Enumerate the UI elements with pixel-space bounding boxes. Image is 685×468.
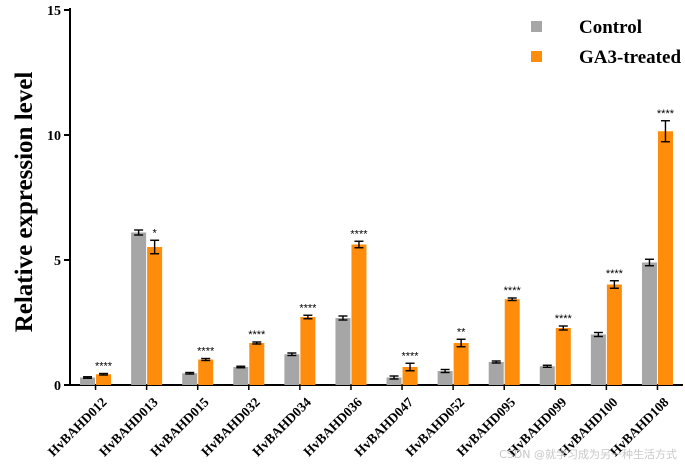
bar-ga3 (147, 247, 163, 385)
bar-ga3 (198, 359, 214, 385)
bar-control (233, 367, 249, 385)
bar-ga3 (504, 299, 520, 385)
bar-control (590, 334, 606, 385)
y-tick-label: 5 (54, 254, 61, 269)
legend-label: GA3-treated (579, 47, 681, 68)
significance-marker: **** (401, 350, 419, 362)
bar-ga3 (453, 343, 469, 385)
significance-marker: ** (457, 326, 466, 338)
bar-ga3 (402, 367, 418, 385)
bar-ga3 (249, 343, 265, 385)
significance-marker: **** (555, 313, 573, 325)
axes: 0 5 10 15 (47, 4, 683, 394)
bar-ga3 (300, 317, 316, 385)
y-tick-label: 10 (47, 129, 61, 144)
legend-swatch (531, 21, 542, 32)
bar-control (80, 377, 96, 385)
bar-control (284, 354, 300, 385)
significance-marker: **** (299, 302, 317, 314)
bar-control (131, 232, 147, 385)
bar-control (641, 262, 657, 385)
bar-control (386, 377, 402, 385)
bar-control (335, 318, 351, 385)
y-tick-label: 15 (47, 4, 61, 19)
bar-ga3 (351, 244, 367, 385)
significance-marker: **** (197, 346, 215, 358)
bar-control (437, 371, 453, 385)
significance-marker: **** (248, 329, 266, 341)
significance-marker: **** (657, 108, 675, 120)
bar-ga3 (555, 328, 571, 385)
significance-marker: **** (504, 285, 522, 297)
legend: Control GA3-treated (531, 17, 681, 68)
legend-label: Control (579, 17, 642, 38)
y-axis-title-group: Relative expression level (11, 72, 38, 333)
significance-marker: * (152, 227, 157, 239)
bar-ga3 (96, 374, 112, 385)
significance-marker: **** (95, 361, 113, 373)
significance-marker: **** (606, 268, 624, 280)
y-axis-title: Relative expression level (11, 72, 38, 333)
watermark: CSDN @就学习成为另一种生活方式 (499, 447, 677, 461)
bars: ****************************************… (80, 108, 675, 385)
legend-swatch (531, 51, 542, 62)
bar-ga3 (606, 284, 622, 385)
bar-control (539, 366, 555, 385)
significance-marker: **** (350, 228, 368, 240)
y-tick-label: 0 (54, 379, 61, 394)
bar-control (488, 362, 504, 385)
bar-ga3 (657, 131, 673, 385)
bar-control (182, 373, 198, 385)
